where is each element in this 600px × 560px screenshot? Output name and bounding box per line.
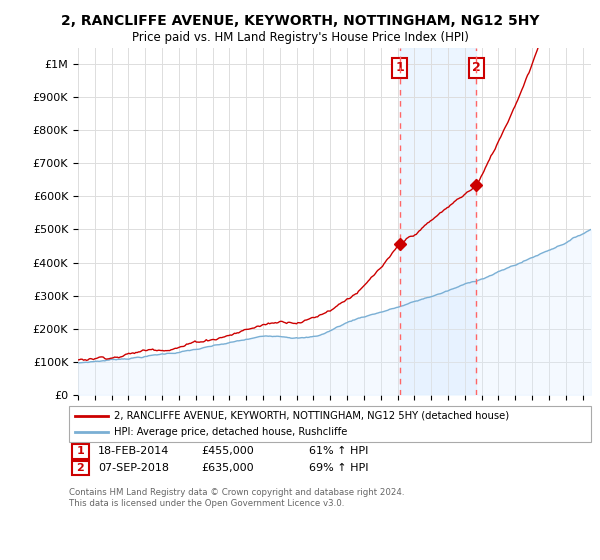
Text: 2: 2 bbox=[77, 463, 84, 473]
Text: 18-FEB-2014: 18-FEB-2014 bbox=[98, 446, 169, 456]
Text: 07-SEP-2018: 07-SEP-2018 bbox=[98, 463, 169, 473]
Text: Price paid vs. HM Land Registry's House Price Index (HPI): Price paid vs. HM Land Registry's House … bbox=[131, 31, 469, 44]
Text: 2: 2 bbox=[472, 62, 481, 74]
Text: £455,000: £455,000 bbox=[201, 446, 254, 456]
Text: Contains HM Land Registry data © Crown copyright and database right 2024.
This d: Contains HM Land Registry data © Crown c… bbox=[69, 488, 404, 508]
Text: 2, RANCLIFFE AVENUE, KEYWORTH, NOTTINGHAM, NG12 5HY (detached house): 2, RANCLIFFE AVENUE, KEYWORTH, NOTTINGHA… bbox=[114, 410, 509, 421]
Text: 61% ↑ HPI: 61% ↑ HPI bbox=[309, 446, 368, 456]
Text: 1: 1 bbox=[395, 62, 404, 74]
Text: 69% ↑ HPI: 69% ↑ HPI bbox=[309, 463, 368, 473]
Text: 2, RANCLIFFE AVENUE, KEYWORTH, NOTTINGHAM, NG12 5HY: 2, RANCLIFFE AVENUE, KEYWORTH, NOTTINGHA… bbox=[61, 14, 539, 28]
Text: 1: 1 bbox=[77, 446, 84, 456]
Text: £635,000: £635,000 bbox=[201, 463, 254, 473]
Text: HPI: Average price, detached house, Rushcliffe: HPI: Average price, detached house, Rush… bbox=[114, 427, 347, 437]
Bar bbox=[400, 48, 476, 395]
